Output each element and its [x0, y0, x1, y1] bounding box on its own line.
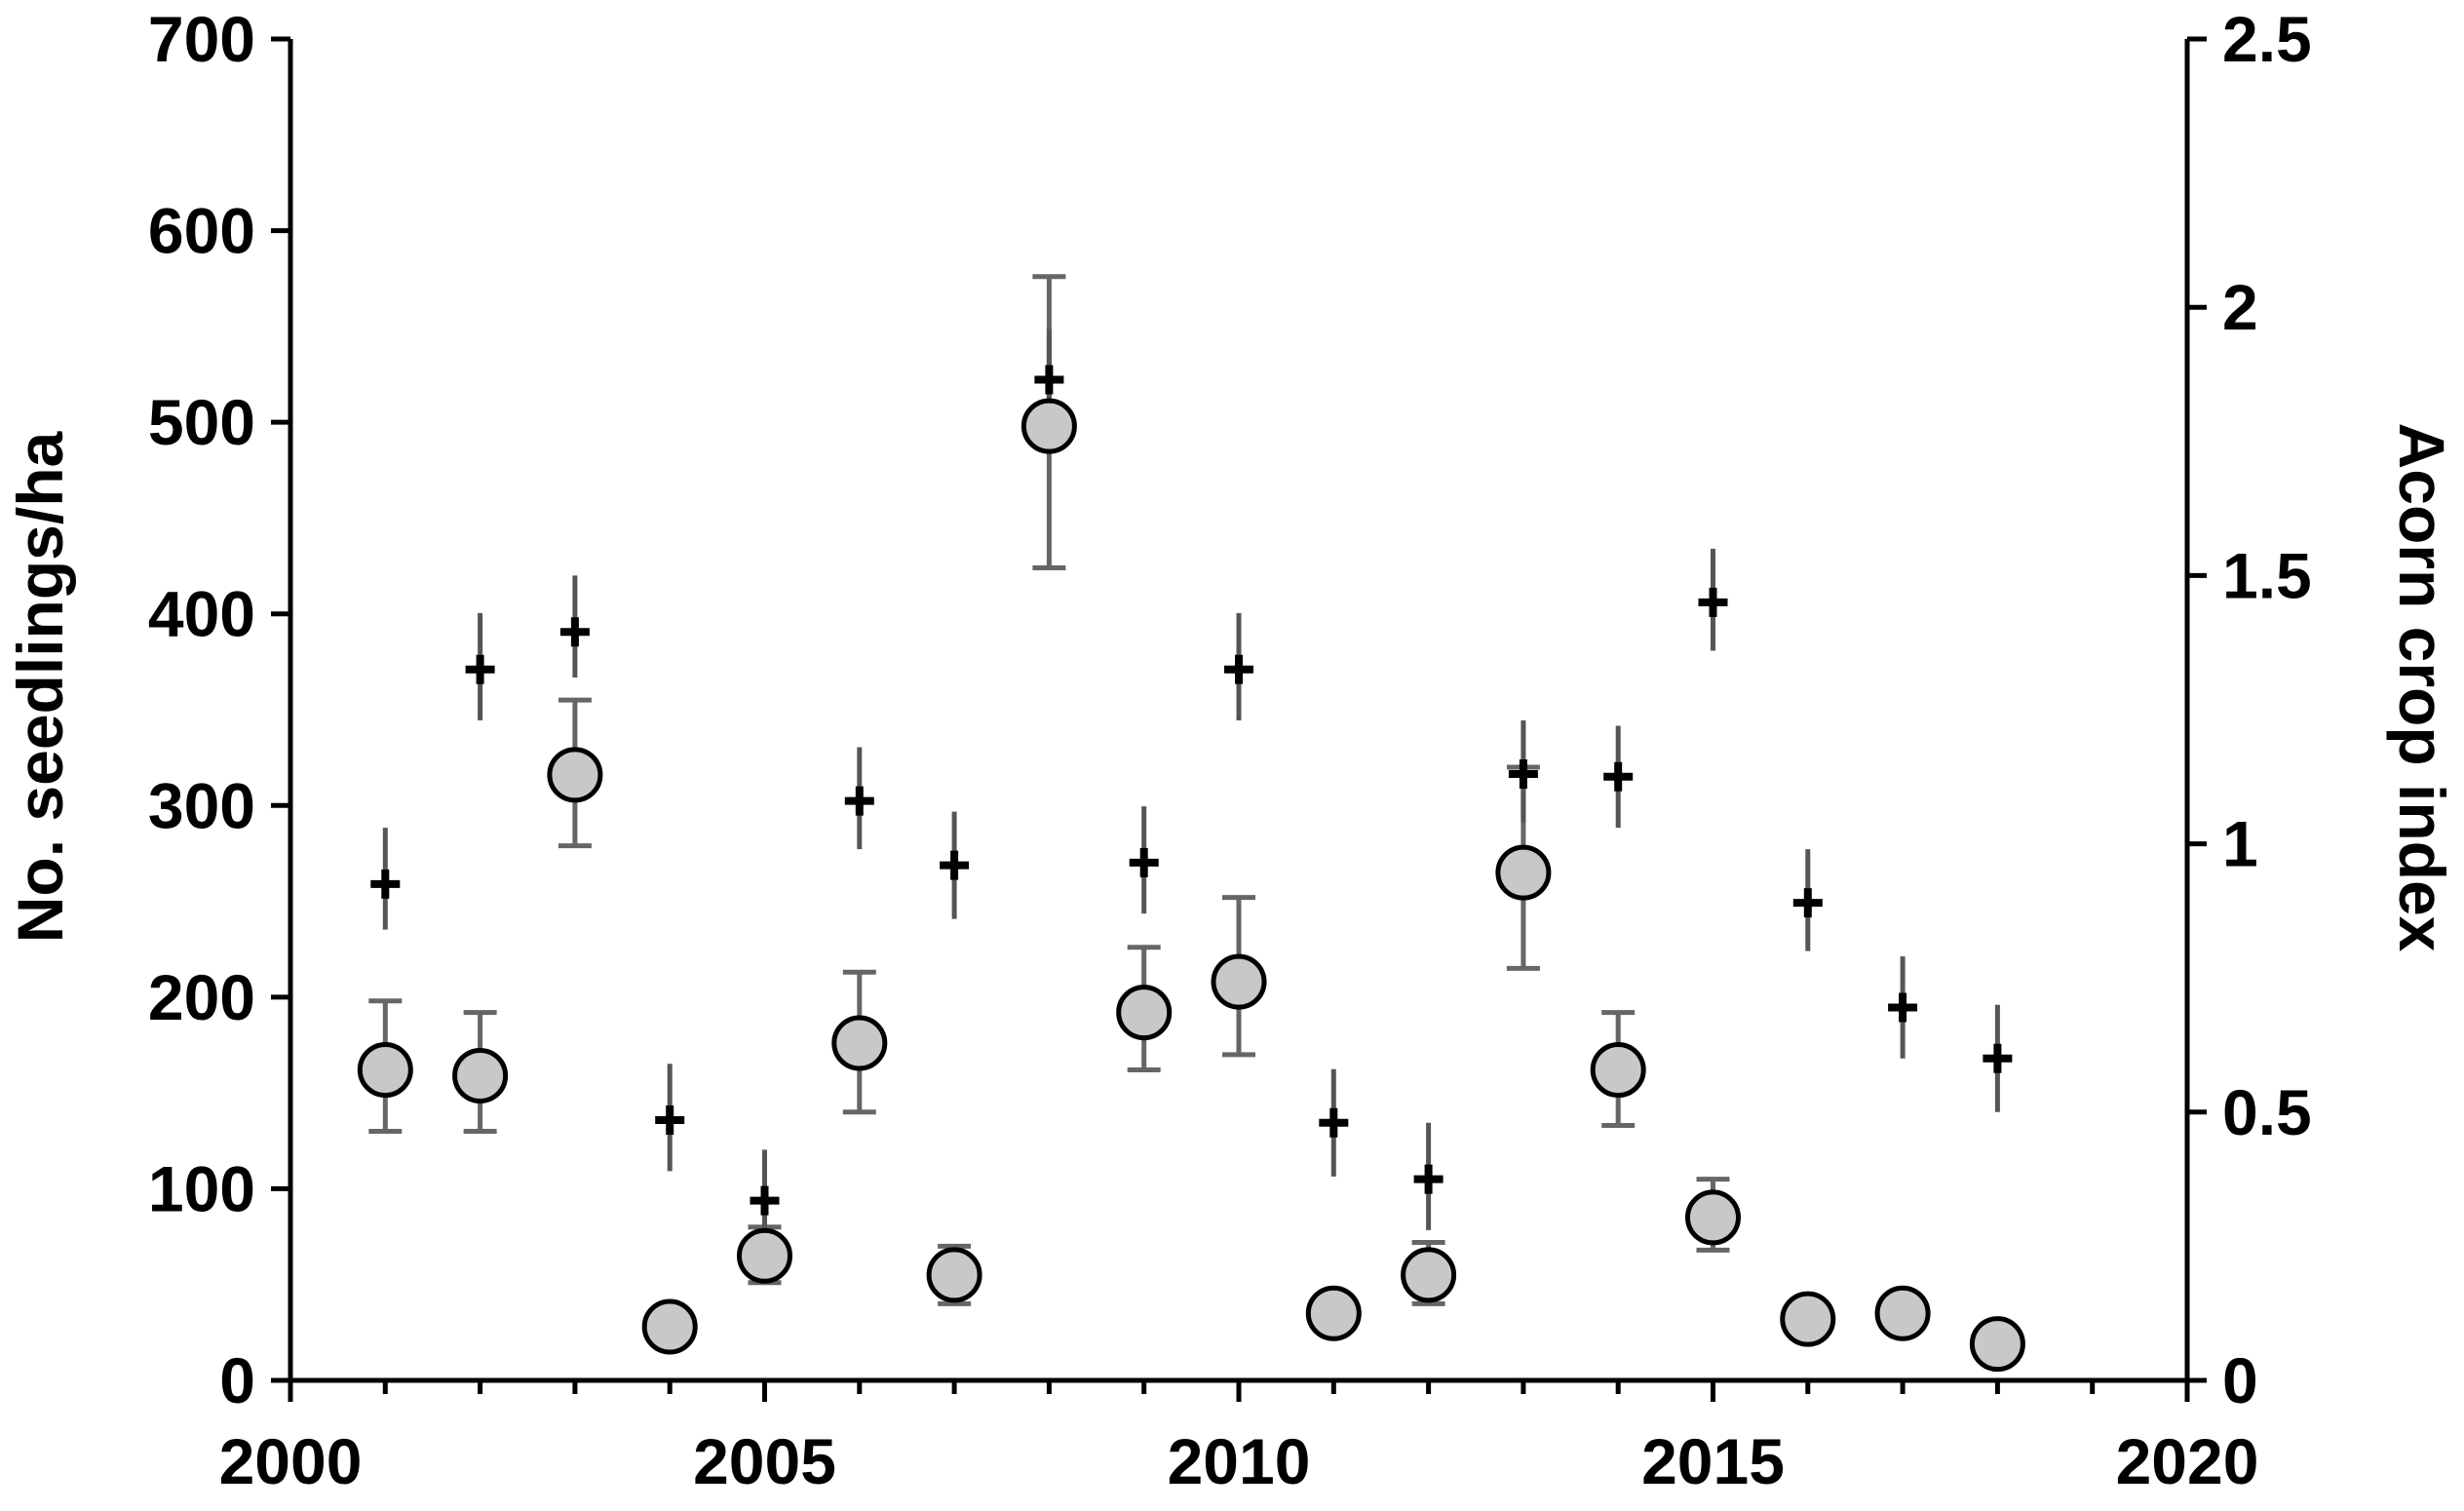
y2-tick-label: 0.5: [2222, 1076, 2312, 1148]
acorn-point: [1508, 759, 1538, 790]
acorn-point: [1603, 761, 1634, 792]
acorn-points: [370, 365, 2013, 1216]
x-tick-label: 2010: [1168, 1425, 1311, 1497]
axes-layer: [271, 36, 2207, 1402]
acorn-point: [1983, 1043, 2013, 1073]
y2-tick-label: 2.5: [2222, 3, 2312, 75]
acorn-point: [1319, 1107, 1349, 1138]
seedlings-point: [1780, 1291, 1836, 1347]
y-axis-title: No. seedlings/ha: [4, 430, 76, 943]
seedlings-point: [1116, 985, 1173, 1041]
acorn-point: [750, 1185, 780, 1216]
y-tick-label: 600: [148, 195, 255, 267]
y-tick-label: 400: [148, 578, 255, 650]
seedlings-point: [357, 1042, 413, 1099]
acorn-point: [1888, 992, 1918, 1023]
y2-tick-label: 1: [2222, 808, 2258, 880]
y2-axis-title: Acorn crop index: [2386, 423, 2458, 952]
acorn-point: [844, 786, 874, 816]
seedlings-point: [1969, 1316, 2025, 1373]
seedlings-point: [1020, 398, 1077, 454]
y-tick-label: 200: [148, 961, 255, 1033]
seedlings-point: [1401, 1247, 1457, 1303]
seedlings-points: [357, 398, 2025, 1373]
y2-tick-label: 1.5: [2222, 539, 2312, 611]
acorn-point: [940, 850, 970, 880]
seedlings-point: [1305, 1285, 1362, 1341]
x-tick-label: 2000: [219, 1425, 363, 1497]
seedlings-point: [1590, 1042, 1646, 1099]
y-tick-label: 100: [148, 1152, 255, 1224]
acorn-point: [465, 654, 495, 684]
y-tick-label: 500: [148, 386, 255, 458]
seedlings-point: [1495, 844, 1552, 901]
seedlings-point: [1685, 1189, 1741, 1246]
seedlings-point: [1874, 1285, 1931, 1341]
acorn-point: [559, 617, 590, 647]
y-tick-label: 700: [148, 3, 255, 75]
x-tick-label: 2015: [1641, 1425, 1785, 1497]
seedlings-point: [831, 1015, 888, 1071]
y2-tick-label: 2: [2222, 271, 2258, 343]
x-tick-label: 2020: [2116, 1425, 2259, 1497]
acorn-point: [1698, 587, 1728, 617]
acorn-point: [1129, 847, 1159, 877]
x-tick-label: 2005: [693, 1425, 836, 1497]
y2-tick-label: 0: [2222, 1344, 2258, 1416]
tick-labels: 0 100 200 300 400 500 600 700 0 0.5 1 1.5 2 2.5 2000 20…: [148, 3, 2312, 1497]
seedlings-point: [641, 1298, 698, 1355]
seedlings-point: [547, 747, 603, 803]
seedlings-point: [737, 1227, 792, 1284]
acorn-point: [1224, 654, 1253, 684]
seedlings-point: [452, 1047, 509, 1104]
seedlings-point: [926, 1247, 982, 1303]
acorn-point: [1792, 888, 1823, 918]
y-tick-label: 0: [219, 1344, 255, 1416]
acorn-point: [1034, 365, 1064, 395]
acorn-point: [1413, 1164, 1444, 1194]
seedlings-point: [1211, 953, 1267, 1010]
y-tick-label: 300: [148, 769, 255, 841]
acorn-point: [655, 1105, 685, 1136]
acorn-point: [370, 869, 401, 899]
acorn-error-bars: [382, 329, 2000, 1252]
